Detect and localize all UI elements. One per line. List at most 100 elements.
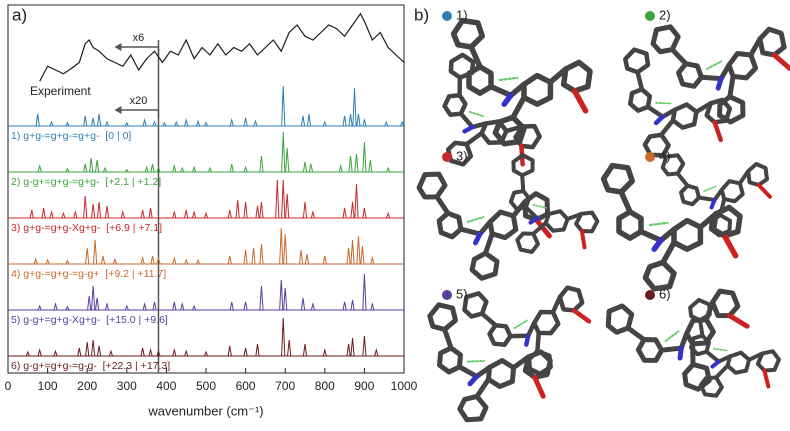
peak [172, 210, 177, 219]
peak [37, 304, 42, 311]
structure-label: 1) [456, 7, 468, 22]
peak [108, 349, 114, 357]
peak [255, 205, 260, 219]
peak [124, 304, 129, 311]
peak [203, 121, 209, 127]
peak [124, 168, 129, 173]
peak [156, 256, 161, 265]
peak [65, 167, 70, 173]
peak [96, 201, 102, 219]
peak [120, 210, 125, 219]
experiment-label: Experiment [30, 84, 91, 98]
structure-dot [442, 152, 452, 162]
peak [281, 317, 286, 357]
x-tick-label: 200 [77, 379, 97, 393]
peak [322, 120, 327, 127]
x-tick-label: 1000 [391, 379, 418, 393]
peak [302, 201, 308, 219]
panel-label: a) [12, 5, 27, 24]
peak [142, 118, 147, 127]
structures-panel [413, 0, 790, 426]
peak [35, 113, 40, 127]
peak [65, 121, 70, 127]
peak [104, 302, 110, 311]
series-label: 5) g-g+=g+g-Xg+g- [+15.0 | +9.6] [11, 314, 168, 326]
peak [338, 164, 343, 173]
peak [285, 147, 290, 173]
peak [350, 201, 355, 219]
peak [281, 179, 286, 219]
peak [370, 302, 375, 311]
structure-dot [442, 11, 452, 21]
peak [306, 113, 312, 127]
scale-label: x6 [133, 32, 145, 44]
peak [95, 159, 100, 173]
peak [41, 207, 46, 219]
peak [49, 210, 54, 219]
peak [104, 120, 110, 127]
peak [322, 348, 327, 357]
peak [172, 256, 177, 265]
peak [386, 166, 391, 173]
peak [196, 258, 201, 265]
peak [156, 165, 161, 173]
peak [140, 209, 145, 219]
peak [45, 258, 50, 265]
peak [172, 301, 177, 311]
peak [384, 120, 389, 127]
peak [93, 239, 98, 265]
peak [362, 118, 367, 127]
peak [243, 301, 248, 311]
peak [300, 297, 306, 311]
x-tick-label: 0 [5, 379, 12, 393]
peak [243, 347, 248, 357]
peak [304, 253, 310, 265]
peak [350, 337, 355, 357]
peak [362, 141, 367, 173]
peak [298, 249, 304, 265]
peak [140, 347, 145, 357]
series-label: 4) g+g-=g+g-=g-g+ [+9.2 | +11.7] [11, 268, 166, 280]
peak [356, 113, 361, 127]
peak [91, 285, 96, 311]
peak [362, 207, 367, 219]
peak [100, 255, 106, 265]
peak [156, 349, 161, 357]
peak [150, 255, 155, 265]
peak [362, 335, 367, 357]
peak [310, 210, 316, 219]
x-tick-label: 600 [236, 379, 256, 393]
peak [360, 245, 365, 265]
peak [85, 247, 90, 265]
peak [356, 235, 361, 265]
scale-arrowhead [114, 106, 122, 114]
x-axis-label: wavenumber (cm⁻¹) [147, 403, 263, 418]
scale-label: x20 [130, 95, 148, 107]
peak [227, 255, 232, 265]
x-tick-label: 700 [275, 379, 295, 393]
peak [243, 201, 248, 219]
peak [152, 301, 157, 311]
peak [350, 299, 355, 311]
structure-label: 2) [659, 7, 671, 22]
peak [96, 113, 102, 127]
peak [37, 348, 42, 357]
panel-label: b) [414, 5, 429, 24]
peak [253, 119, 258, 127]
peak [150, 163, 155, 173]
peak [152, 120, 157, 127]
peak [184, 209, 189, 219]
peak [259, 155, 264, 173]
peak [235, 199, 240, 219]
peak [91, 203, 96, 219]
peak [243, 117, 248, 127]
peak [229, 301, 234, 311]
structure-dot [442, 290, 452, 300]
peak [348, 113, 353, 127]
peak [342, 301, 347, 311]
peak [322, 255, 327, 265]
peak [368, 159, 373, 173]
peak [283, 287, 288, 311]
peak [65, 259, 70, 265]
peak [91, 117, 96, 127]
